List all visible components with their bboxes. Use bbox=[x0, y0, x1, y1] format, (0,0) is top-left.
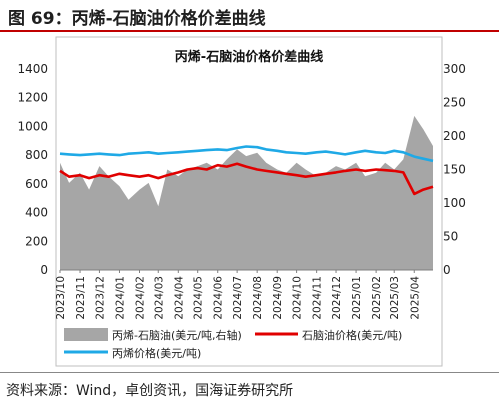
series-line-propylene bbox=[59, 145, 434, 163]
source-note: 资料来源：Wind，卓创资讯，国海证券研究所 bbox=[6, 383, 294, 399]
legend: 丙烯-石脑油(美元/吨,右轴) 石脑油价格(美元/吨) 丙烯价格(美元/吨) bbox=[64, 328, 402, 360]
legend-label-naphtha: 石脑油价格(美元/吨) bbox=[302, 328, 402, 342]
y-tick-label-right: 0 bbox=[443, 263, 451, 277]
y-tick-label-right: 100 bbox=[443, 196, 466, 210]
y-tick-label-left: 800 bbox=[25, 148, 48, 162]
legend-label-propylene: 丙烯价格(美元/吨) bbox=[112, 346, 201, 360]
x-tick-label: 2023/11 bbox=[75, 276, 87, 320]
x-tick-label: 2024/10 bbox=[292, 276, 304, 320]
x-tick-label: 2023/10 bbox=[55, 276, 67, 320]
x-tick-label: 2024/01 bbox=[114, 276, 126, 320]
plot-area: 0 200 400 600 800 1000 1200 1400 0 50 100 150 200 250… bbox=[17, 62, 465, 320]
figure-title: 图 69：丙烯-石脑油价格价差曲线 bbox=[8, 9, 266, 29]
y-tick-label-left: 600 bbox=[25, 177, 48, 191]
legend-swatch-spread bbox=[64, 328, 108, 341]
x-tick-label: 2024/08 bbox=[252, 276, 264, 320]
x-tick-label: 2025/01 bbox=[351, 276, 363, 320]
x-tick-label: 2024/11 bbox=[312, 276, 324, 320]
x-tick-label: 2024/12 bbox=[331, 276, 343, 320]
legend-label-spread: 丙烯-石脑油(美元/吨,右轴) bbox=[112, 328, 242, 342]
chart: 丙烯-石脑油价格价差曲线 0 200 400 600 800 1000 1200 1400 0 5… bbox=[17, 36, 466, 367]
y-tick-label-left: 1400 bbox=[17, 62, 48, 76]
y-tick-label-left: 200 bbox=[25, 234, 48, 248]
source-rule bbox=[0, 372, 499, 373]
y-tick-label-right: 150 bbox=[443, 163, 466, 177]
chart-title: 丙烯-石脑油价格价差曲线 bbox=[175, 49, 323, 65]
y-tick-label-left: 0 bbox=[40, 263, 48, 277]
y-tick-label-left: 400 bbox=[25, 206, 48, 220]
series-area-spread bbox=[60, 115, 433, 271]
series-line-naphtha bbox=[59, 162, 434, 196]
y-tick-label-right: 300 bbox=[443, 62, 466, 76]
x-tick-label: 2024/02 bbox=[135, 276, 147, 320]
x-tick-label: 2024/09 bbox=[272, 276, 284, 320]
x-tick-label: 2024/05 bbox=[193, 276, 205, 320]
x-tick-label: 2025/03 bbox=[389, 276, 401, 320]
x-tick-label: 2025/04 bbox=[409, 276, 421, 320]
y-tick-label-left: 1200 bbox=[17, 91, 48, 105]
x-tick-label: 2024/04 bbox=[173, 276, 185, 320]
x-tick-label: 2025/02 bbox=[371, 276, 383, 320]
title-rule bbox=[0, 30, 499, 32]
y-tick-label-right: 50 bbox=[443, 230, 458, 244]
chart-frame bbox=[55, 36, 443, 367]
x-tick-label: 2024/06 bbox=[213, 276, 225, 320]
y-tick-label-right: 250 bbox=[443, 96, 466, 110]
y-tick-label-left: 1000 bbox=[17, 119, 48, 133]
x-tick-label: 2024/03 bbox=[153, 276, 165, 320]
x-tick-label: 2023/12 bbox=[94, 276, 106, 320]
x-tick-label: 2024/07 bbox=[232, 276, 244, 320]
y-tick-label-right: 200 bbox=[443, 129, 466, 143]
